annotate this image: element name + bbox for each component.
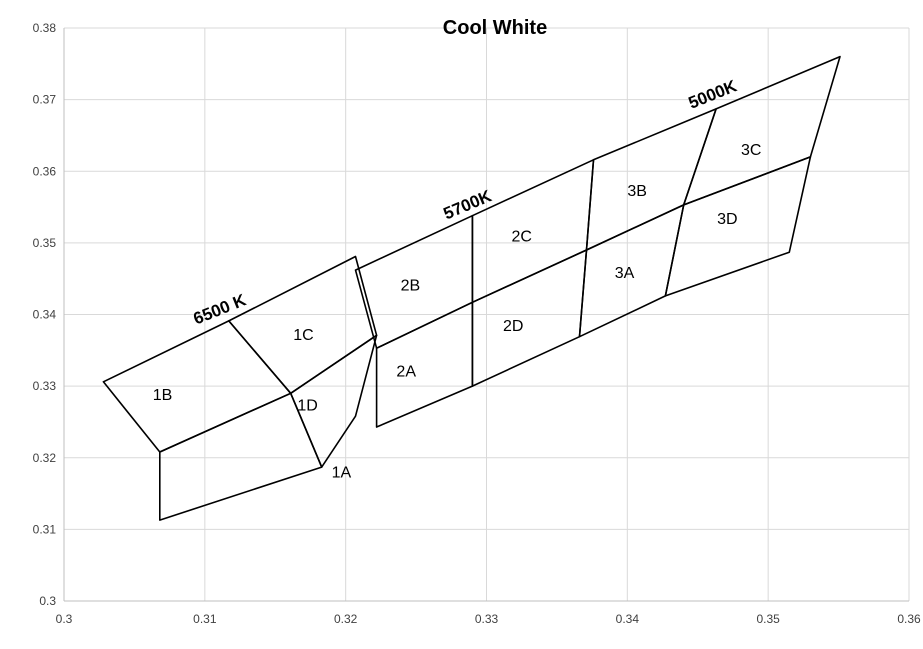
bin-region-2c [471,159,595,304]
bin-label-3a: 3A [615,265,635,282]
x-tick-label: 0.32 [334,612,358,626]
bin-label-2c: 2C [511,229,531,246]
y-tick-label: 0.37 [33,93,57,107]
y-tick-label: 0.33 [33,379,57,393]
x-tick-label: 0.31 [193,612,217,626]
bin-region-1c [228,255,378,395]
bin-region-3d [664,156,812,297]
bin-region-3c [682,55,841,206]
y-tick-label: 0.32 [33,451,57,465]
grid-lines [64,27,910,601]
y-tick-label: 0.3 [39,594,56,608]
bin-label-3b: 3B [627,183,647,200]
bin-region-2d [471,249,588,387]
bin-region-2a [375,301,474,428]
y-tick-label: 0.34 [33,308,57,322]
y-tick-label: 0.31 [33,522,57,536]
cct-label: 5000K [686,76,740,113]
x-tick-label: 0.33 [475,612,499,626]
bin-label-1a: 1A [332,464,352,481]
x-tick-label: 0.3 [56,612,73,626]
bin-region-1d [289,334,378,468]
y-tick-label: 0.35 [33,236,57,250]
bin-label-1c: 1C [293,327,313,344]
x-tick-label: 0.34 [616,612,640,626]
bin-label-2b: 2B [401,277,421,294]
y-tick-label: 0.38 [33,21,57,35]
x-tick-label: 0.35 [756,612,780,626]
cct-label: 6500 K [191,290,250,328]
bin-labels: 1B 1A 1C 1D 2B 2A 2C 2D 3B 3A 3C 3D [153,142,762,481]
bin-regions [102,55,841,521]
bin-label-1b: 1B [153,387,173,404]
bin-label-2d: 2D [503,318,523,335]
bin-label-2a: 2A [396,363,416,380]
axes: 0.3 0.31 0.32 0.33 0.34 0.35 0.36 0.3 0.31 0.32 0.… [33,21,921,626]
bin-label-3c: 3C [741,142,761,159]
y-tick-label: 0.36 [33,164,57,178]
x-tick-label: 0.36 [897,612,921,626]
chart-title: Cool White [443,17,547,39]
bin-label-1d: 1D [297,398,317,415]
bin-region-3b [585,108,717,251]
bin-label-3d: 3D [717,211,737,228]
